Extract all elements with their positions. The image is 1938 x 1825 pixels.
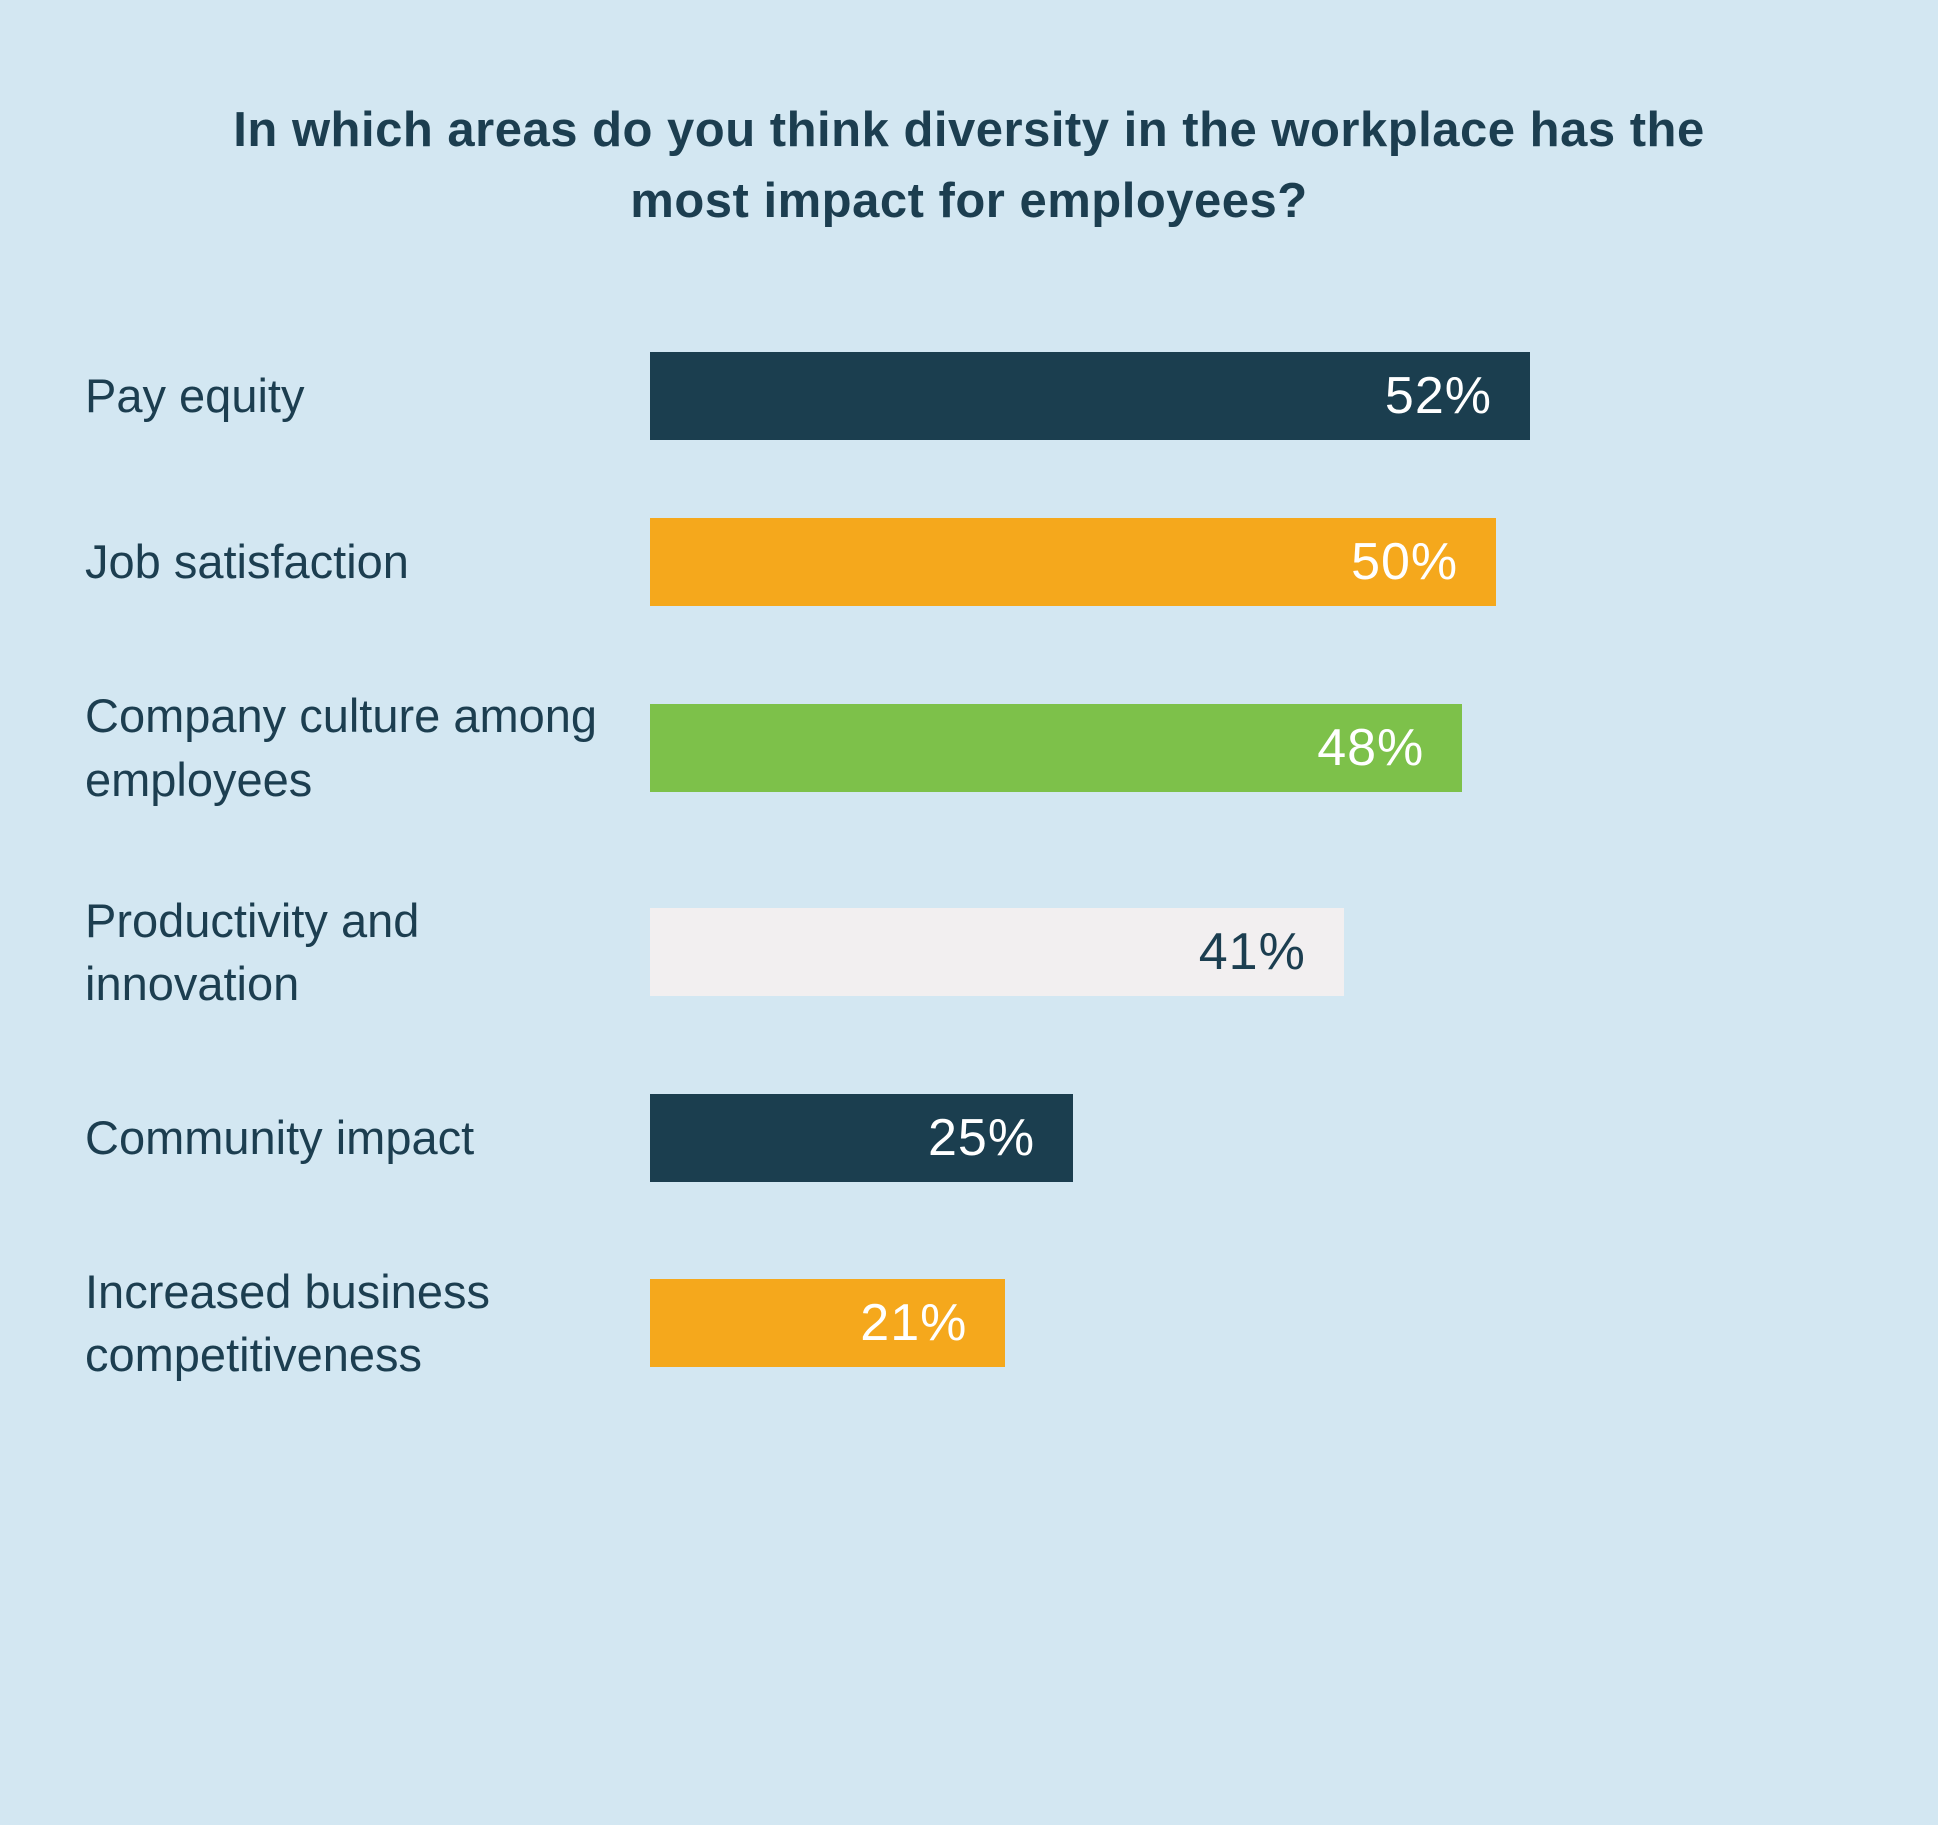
category-label: Productivity and innovation: [85, 893, 420, 1011]
chart-row: Community impact 25%: [85, 1093, 1853, 1182]
bar-track: 21%: [650, 1279, 1530, 1368]
bar-track: 41%: [650, 908, 1530, 997]
category-label: Pay equity: [85, 369, 305, 423]
chart-rows: Pay equity 52% Job satisfaction 50% Company …: [85, 352, 1853, 1387]
category-label: Job satisfaction: [85, 535, 409, 589]
value-label: 21%: [860, 1294, 968, 1353]
value-label: 25%: [927, 1108, 1036, 1167]
bar: 21%: [650, 1279, 1006, 1368]
chart-row: Job satisfaction 50%: [85, 518, 1853, 607]
bar: 25%: [650, 1093, 1074, 1182]
bar: 52%: [650, 352, 1530, 441]
chart-row: Company culture among employees 48%: [85, 684, 1853, 811]
value-label: 41%: [1198, 923, 1306, 982]
category-label: Company culture among employees: [85, 689, 598, 806]
bar: 41%: [650, 908, 1344, 997]
bar-track: 52%: [650, 352, 1530, 441]
category-label: Community impact: [85, 1111, 475, 1165]
bar-track: 50%: [650, 518, 1530, 607]
value-label: 50%: [1351, 533, 1459, 592]
bar: 50%: [650, 518, 1497, 607]
chart-row: Increased business competitiveness 21%: [85, 1260, 1853, 1387]
chart-row: Productivity and innovation 41%: [85, 889, 1853, 1016]
category-label: Increased business competitiveness: [85, 1264, 490, 1382]
chart-row: Pay equity 52%: [85, 352, 1853, 441]
bar-track: 48%: [650, 703, 1530, 792]
value-label: 52%: [1384, 367, 1492, 426]
chart-title: In which areas do you think diversity in…: [233, 103, 1705, 229]
bar: 48%: [650, 703, 1463, 792]
bar-track: 25%: [650, 1093, 1530, 1182]
value-label: 48%: [1317, 718, 1425, 777]
